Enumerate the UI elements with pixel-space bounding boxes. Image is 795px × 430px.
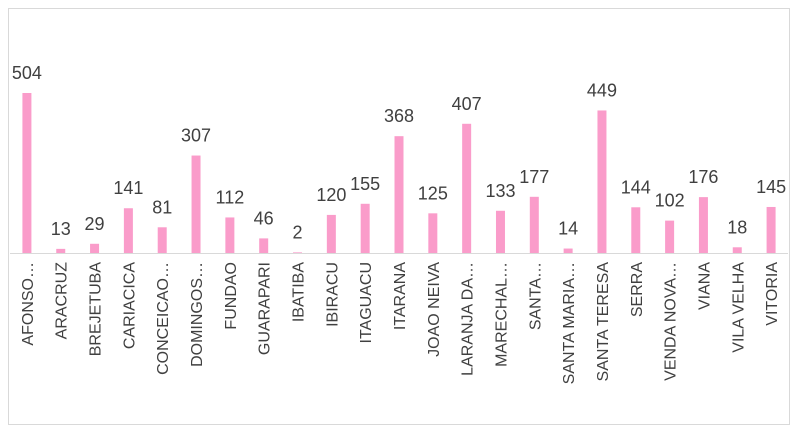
data-label: 141 bbox=[113, 178, 143, 198]
x-tick-label: SANTA… bbox=[527, 262, 544, 330]
data-label: 145 bbox=[756, 177, 786, 197]
bar bbox=[123, 208, 133, 253]
bar bbox=[428, 213, 438, 253]
bar bbox=[191, 155, 201, 253]
x-tick-label: VITORIA bbox=[764, 262, 781, 326]
x-tick-label: BREJETUBA bbox=[88, 262, 105, 357]
bar bbox=[597, 110, 607, 253]
data-label: 504 bbox=[12, 63, 42, 83]
x-tick-label: ITARANA bbox=[392, 262, 409, 330]
x-tick-label: CONCEICAO… bbox=[155, 262, 172, 375]
bar bbox=[293, 252, 303, 253]
bar bbox=[665, 220, 675, 253]
data-label: 368 bbox=[384, 106, 414, 126]
x-tick-label: LARANJA DA… bbox=[460, 262, 477, 376]
data-label: 176 bbox=[688, 167, 718, 187]
x-tick-label: IBIRACU bbox=[324, 262, 341, 327]
data-label: 29 bbox=[85, 214, 105, 234]
x-tick-label: ITAGUACU bbox=[358, 262, 375, 343]
bar bbox=[766, 206, 776, 253]
x-tick-label: SANTA TERESA bbox=[595, 262, 612, 382]
bar bbox=[698, 197, 708, 253]
bar bbox=[225, 217, 235, 253]
data-label: 18 bbox=[727, 217, 747, 237]
x-tick-label: FUNDAO bbox=[223, 262, 240, 330]
data-label: 13 bbox=[51, 219, 71, 239]
x-tick-label: SERRA bbox=[629, 262, 646, 317]
data-label: 102 bbox=[655, 191, 685, 211]
x-tick-label: JOAO NEIVA bbox=[426, 262, 443, 357]
bar bbox=[529, 196, 539, 253]
x-tick-label: GUARAPARI bbox=[257, 262, 274, 355]
x-tick-label: ARACRUZ bbox=[54, 262, 71, 340]
bar bbox=[462, 123, 472, 254]
data-label: 120 bbox=[316, 185, 346, 205]
x-tick-label: MARECHAL… bbox=[493, 262, 510, 367]
data-label: 2 bbox=[293, 222, 303, 242]
bar bbox=[56, 248, 66, 253]
x-tick-label: IBATIBA bbox=[291, 262, 308, 322]
data-label: 177 bbox=[519, 167, 549, 187]
bar bbox=[563, 248, 573, 253]
bar bbox=[326, 214, 336, 253]
bar bbox=[394, 136, 404, 253]
x-tick-label: VIANA bbox=[696, 262, 713, 310]
data-label: 144 bbox=[621, 177, 651, 197]
x-tick-label: AFONSO… bbox=[20, 262, 37, 346]
bar bbox=[631, 207, 641, 253]
bar bbox=[259, 238, 269, 253]
bar bbox=[22, 93, 32, 253]
data-label: 14 bbox=[558, 219, 578, 239]
x-tick-label: CARIACICA bbox=[121, 262, 138, 349]
data-label: 407 bbox=[452, 94, 482, 114]
data-label: 112 bbox=[216, 187, 245, 207]
bar bbox=[157, 227, 167, 253]
bar bbox=[495, 210, 505, 253]
data-label: 449 bbox=[587, 80, 617, 100]
bar bbox=[732, 247, 742, 253]
x-tick-label: SANTA MARIA… bbox=[561, 262, 578, 384]
x-tick-label: DOMINGOS… bbox=[189, 262, 206, 367]
data-label: 125 bbox=[418, 183, 448, 203]
bar bbox=[360, 203, 370, 253]
data-label: 307 bbox=[181, 126, 211, 146]
x-tick-label: VENDA NOVA… bbox=[663, 262, 680, 381]
data-label: 81 bbox=[152, 197, 172, 217]
data-label: 133 bbox=[485, 181, 515, 201]
bar bbox=[90, 243, 100, 253]
data-label: 46 bbox=[254, 208, 274, 228]
x-tick-label: VILA VELHA bbox=[730, 262, 747, 353]
data-label: 155 bbox=[350, 174, 380, 194]
